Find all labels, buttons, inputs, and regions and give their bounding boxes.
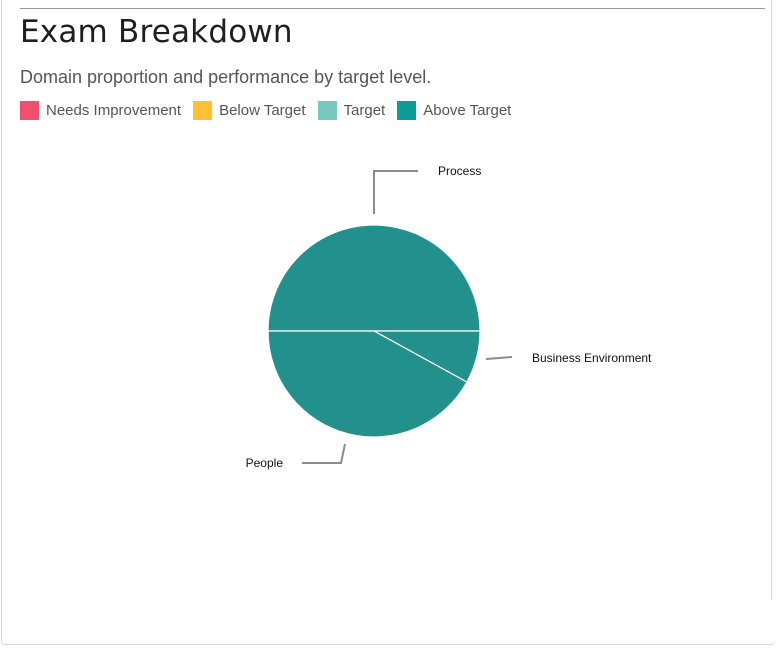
leader-line — [302, 443, 346, 464]
legend-label: Needs Improvement — [46, 102, 182, 119]
legend-item-target[interactable]: Target — [317, 101, 386, 120]
pie-chart: Process Business Environment People — [246, 164, 652, 470]
legend-swatch-above-target — [397, 101, 417, 120]
legend-label: Above Target — [423, 102, 512, 119]
legend-swatch-needs-improvement — [20, 101, 39, 120]
pie-slice-process[interactable] — [267, 224, 481, 332]
pie-slice-people[interactable] — [267, 330, 468, 438]
legend-item-above-target[interactable]: Above Target — [397, 101, 511, 120]
page-subtitle: Domain proportion and performance by tar… — [20, 67, 432, 87]
slice-label: Process — [438, 164, 481, 178]
leader-line — [373, 170, 418, 214]
slice-label: People — [246, 456, 284, 470]
header-divider — [20, 8, 765, 9]
slice-label: Business Environment — [532, 351, 652, 365]
legend-swatch-target — [317, 101, 337, 120]
legend-label: Below Target — [219, 102, 306, 119]
page-title: Exam Breakdown — [20, 14, 293, 50]
legend-label: Target — [343, 102, 386, 119]
leader-line — [485, 356, 513, 360]
chart-legend: Needs Improvement Below Target Target Ab… — [20, 101, 523, 120]
legend-item-needs-improvement[interactable]: Needs Improvement — [20, 101, 181, 120]
legend-swatch-below-target — [193, 101, 213, 120]
legend-item-below-target[interactable]: Below Target — [193, 101, 306, 120]
card-right-border — [771, 0, 772, 600]
